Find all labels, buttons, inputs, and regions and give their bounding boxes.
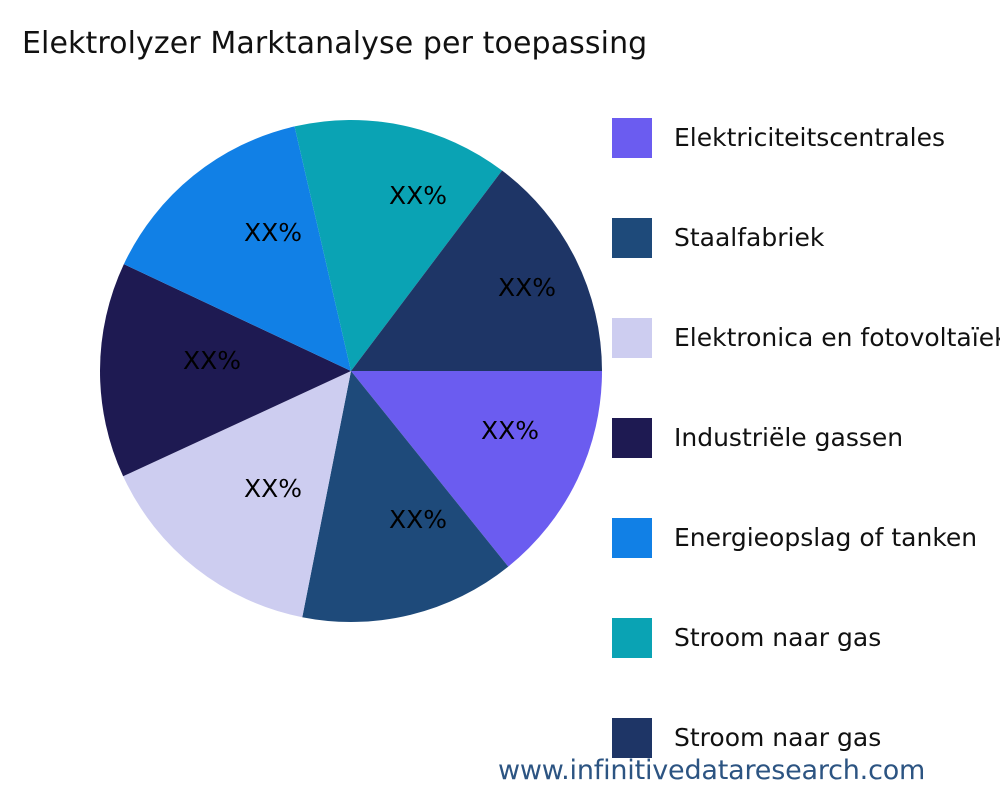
pie-slice[interactable] [351, 371, 602, 567]
pie-slice-label: XX% [481, 416, 539, 445]
legend-item[interactable]: Energieopslag of tanken [612, 518, 977, 558]
legend-color-swatch [612, 218, 652, 258]
legend-item-label: Elektriciteitscentrales [674, 123, 945, 152]
legend-item-label: Elektronica en fotovoltaïek [674, 323, 1000, 352]
legend-item[interactable]: Stroom naar gas [612, 618, 881, 658]
legend-item-label: Stroom naar gas [674, 623, 882, 652]
page-title: Elektrolyzer Marktanalyse per toepassing [22, 26, 648, 61]
legend-color-swatch [612, 118, 652, 158]
pie-slice-label: XX% [389, 181, 447, 210]
pie-slice-label: XX% [389, 505, 447, 534]
pie-slice[interactable] [302, 371, 509, 622]
legend-item[interactable]: Stroom naar gas [612, 718, 881, 758]
pie-slice-group [100, 119, 602, 622]
pie-slice-label: XX% [244, 474, 302, 503]
legend-item[interactable]: Elektriciteitscentrales [612, 118, 945, 158]
legend-color-swatch [612, 318, 652, 358]
pie-slice[interactable] [123, 371, 352, 618]
legend-color-swatch [612, 618, 652, 658]
legend-item[interactable]: Staalfabriek [612, 218, 824, 258]
legend-color-swatch [612, 518, 652, 558]
legend-color-swatch [612, 718, 652, 758]
pie-svg: XX% XX% XX% XX% XX% XX% XX% [100, 119, 602, 622]
legend-item[interactable]: Industriële gassen [612, 418, 903, 458]
pie-slice[interactable] [294, 119, 503, 371]
legend-item-label: Industriële gassen [674, 423, 904, 452]
pie-label-group: XX% XX% XX% XX% XX% XX% XX% [183, 181, 556, 534]
pie-slice[interactable] [100, 264, 352, 477]
legend-item[interactable]: Elektronica en fotovoltaïek [612, 318, 1000, 358]
pie-slice-label: XX% [244, 218, 302, 247]
legend: Elektriciteitscentrales Staalfabriek Elekt… [612, 118, 1000, 768]
legend-item-label: Energieopslag of tanken [674, 523, 978, 552]
watermark-url: www.infinitivedataresearch.com [498, 755, 926, 786]
legend-color-swatch [612, 418, 652, 458]
legend-item-label: Staalfabriek [674, 223, 825, 252]
legend-item-label: Stroom naar gas [674, 723, 882, 752]
pie-slice[interactable] [123, 126, 351, 372]
pie-slice-label: XX% [183, 346, 241, 375]
pie-slice-label: XX% [498, 273, 556, 302]
pie-slice[interactable] [351, 170, 602, 371]
pie-plot-area: XX% XX% XX% XX% XX% XX% XX% [100, 119, 602, 622]
